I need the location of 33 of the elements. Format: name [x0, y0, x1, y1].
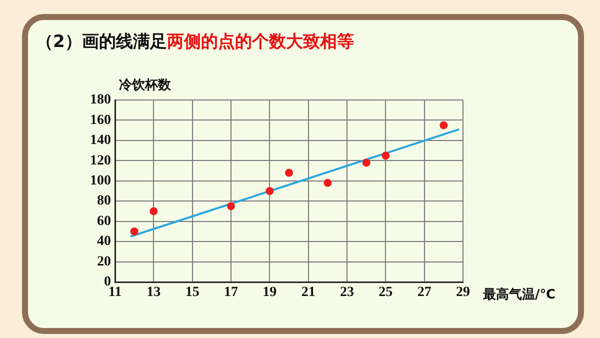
y-tick-label: 40 [97, 234, 111, 250]
y-tick-label: 100 [90, 174, 111, 188]
x-axis-title: 最高气温/℃ [482, 286, 556, 302]
y-tick-label: 160 [90, 112, 111, 128]
point [266, 187, 274, 195]
y-tick-label: 60 [97, 214, 111, 229]
x-tick-label: 29 [456, 285, 470, 300]
chart-title: （2）画的线满足 [36, 32, 167, 52]
x-tick-label: 25 [378, 285, 393, 300]
x-tick-label: 17 [224, 285, 238, 300]
y-tick-label: 20 [97, 254, 111, 270]
x-tick-label: 15 [185, 285, 200, 300]
x-tick-label: 27 [417, 285, 432, 300]
point [324, 178, 332, 187]
y-tick-label: 80 [97, 194, 111, 209]
point [362, 158, 370, 167]
point [130, 227, 138, 236]
x-tick-label: 23 [340, 285, 354, 300]
point [440, 121, 448, 130]
point [150, 207, 158, 216]
x-tick-label: 13 [146, 285, 161, 300]
point [227, 202, 235, 210]
y-tick-label: 180 [90, 92, 111, 108]
y-axis-title: 冷饮杯数 [119, 78, 172, 93]
y-tick-label: 140 [90, 133, 111, 148]
x-tick-label: 21 [301, 285, 316, 300]
x-tick-label: 11 [108, 285, 122, 300]
y-tick-label: 0 [104, 274, 111, 290]
point [382, 152, 390, 160]
point [285, 168, 293, 177]
x-tick-label: 19 [262, 285, 277, 300]
chart-subtitle: 两侧的点的个数大致相等 [166, 32, 354, 52]
y-tick-label: 120 [90, 153, 111, 168]
